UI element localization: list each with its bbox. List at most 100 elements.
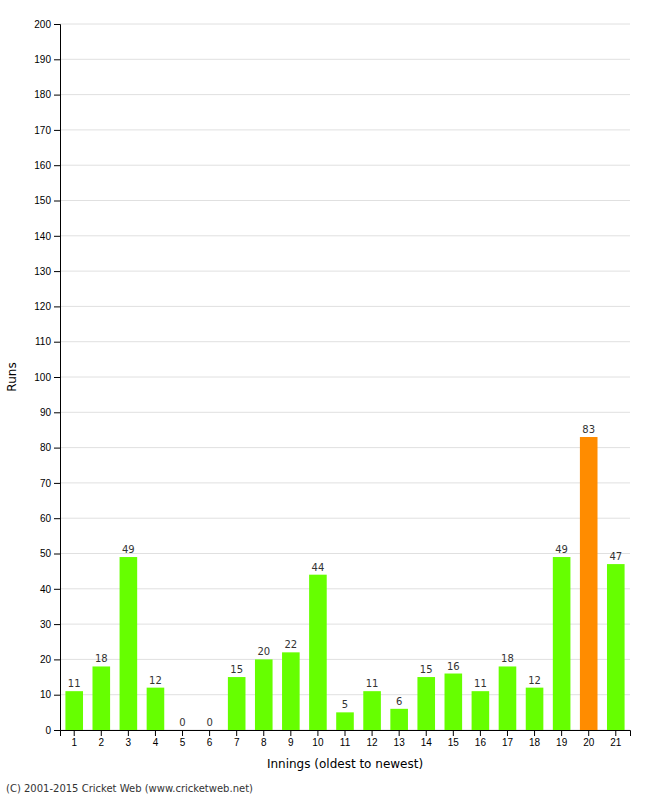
data-label: 15: [420, 664, 433, 675]
y-tick: 120: [34, 301, 60, 312]
x-tick-label: 15: [448, 737, 460, 748]
x-tick: 17: [502, 730, 514, 748]
data-label: 49: [555, 544, 568, 555]
grid: [60, 24, 630, 730]
y-tick-label: 60: [40, 513, 52, 524]
y-axis-title: Runs: [5, 362, 19, 391]
bar: [363, 691, 381, 730]
x-tick-mark: [155, 730, 156, 736]
y-tick-mark: [54, 659, 60, 660]
grid-line: [60, 341, 630, 342]
data-label: 49: [122, 544, 135, 555]
y-tick: 20: [40, 654, 60, 665]
grid-line: [60, 694, 630, 695]
x-tick-mark: [615, 730, 616, 736]
x-tick-label: 3: [126, 737, 132, 748]
x-tick-mark: [561, 730, 562, 736]
y-tick-label: 110: [35, 336, 51, 347]
bar: [120, 557, 138, 730]
x-axis-line: [61, 731, 631, 737]
y-tick: 100: [34, 372, 60, 383]
bar: [580, 437, 598, 730]
x-tick-mark: [128, 730, 129, 736]
y-tick-mark: [54, 554, 60, 555]
bar: [526, 688, 544, 730]
x-tick-label: 19: [556, 737, 568, 748]
bar: [255, 659, 273, 730]
y-tick-mark: [54, 695, 60, 696]
x-tick-label: 5: [180, 737, 186, 748]
y-tick: 110: [35, 336, 60, 347]
bar: [174, 730, 192, 731]
y-tick-label: 100: [34, 372, 51, 383]
data-label: 11: [474, 678, 487, 689]
x-tick: 12: [367, 730, 379, 748]
y-tick: 130: [34, 266, 60, 277]
grid-line: [60, 59, 630, 60]
bar: [553, 557, 571, 730]
grid-line: [60, 24, 630, 25]
data-label: 18: [95, 653, 108, 664]
x-tick: 7: [234, 730, 240, 748]
bar: [228, 677, 246, 730]
data-label: 11: [68, 678, 81, 689]
grid-line: [60, 377, 630, 378]
x-tick: 2: [99, 730, 105, 748]
y-tick-label: 190: [34, 54, 51, 65]
bar: [65, 691, 83, 730]
y-tick: 30: [40, 619, 60, 630]
x-tick-label: 7: [234, 737, 240, 748]
bar: [336, 712, 354, 730]
y-tick-label: 50: [40, 548, 52, 559]
x-tick-label: 6: [207, 737, 213, 748]
y-tick-label: 90: [40, 407, 52, 418]
y-tick-label: 150: [34, 195, 51, 206]
y-tick: 170: [34, 125, 60, 136]
y-tick-mark: [54, 342, 60, 343]
x-tick: 13: [394, 730, 406, 748]
x-tick: 3: [126, 730, 132, 748]
x-tick: 18: [529, 730, 541, 748]
grid-line: [60, 94, 630, 95]
x-tick-mark: [399, 730, 400, 736]
x-tick-mark: [263, 730, 264, 736]
data-label: 20: [257, 646, 270, 657]
x-tick: 16: [475, 730, 487, 748]
bars: [65, 437, 624, 730]
bar: [417, 677, 435, 730]
x-tick-label: 17: [502, 737, 514, 748]
y-tick-mark: [54, 483, 60, 484]
y-tick-label: 40: [40, 584, 52, 595]
x-tick-mark: [372, 730, 373, 736]
x-axis: 123456789101112131415161718192021: [61, 730, 631, 748]
x-tick-mark: [345, 730, 346, 736]
data-label: 0: [179, 717, 185, 728]
x-tick-mark: [209, 730, 210, 736]
y-tick-label: 170: [34, 125, 51, 136]
data-label: 83: [582, 424, 595, 435]
y-tick-label: 20: [40, 654, 52, 665]
bar: [472, 691, 490, 730]
x-tick-label: 18: [529, 737, 541, 748]
grid-line: [60, 200, 630, 201]
grid-line: [60, 447, 630, 448]
x-tick: 11: [340, 730, 351, 748]
footer: (C) 2001-2015 Cricket Web (www.cricketwe…: [6, 783, 253, 794]
y-tick: 40: [40, 584, 60, 595]
y-tick-mark: [54, 306, 60, 307]
y-tick: 10: [40, 689, 60, 700]
y-tick: 60: [40, 513, 60, 524]
x-tick-mark: [101, 730, 102, 736]
x-tick: 20: [583, 730, 595, 748]
y-tick: 190: [34, 54, 60, 65]
bar: [282, 652, 300, 730]
x-tick-mark: [453, 730, 454, 736]
y-tick-mark: [54, 518, 60, 519]
y-tick-label: 180: [34, 89, 51, 100]
y-tick-mark: [54, 377, 60, 378]
x-tick: 8: [261, 730, 267, 748]
y-tick-mark: [54, 412, 60, 413]
grid-line: [60, 412, 630, 413]
grid-line: [60, 659, 630, 660]
y-tick-mark: [54, 201, 60, 202]
